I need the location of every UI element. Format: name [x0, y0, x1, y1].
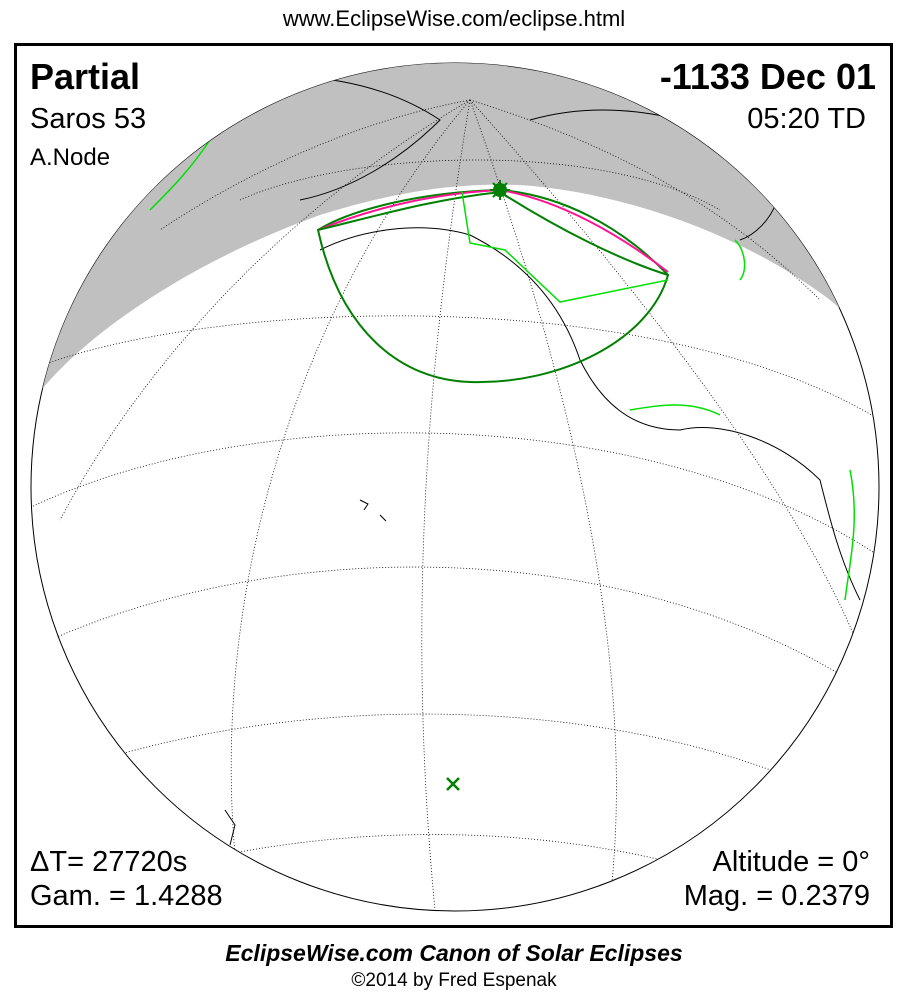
eclipse-type: Partial [30, 56, 141, 97]
eclipse-date: -1133 Dec 01 [659, 56, 876, 97]
inner-line [461, 191, 669, 303]
gamma: Gam. = 1.4288 [30, 880, 223, 912]
borders [149, 139, 856, 601]
greatest-eclipse-star-icon [490, 180, 510, 200]
altitude: Altitude = 0° [712, 846, 870, 878]
eclipse-time: 05:20 TD [747, 103, 866, 135]
node: A.Node [30, 144, 111, 171]
sub-solar-x-icon [446, 777, 460, 791]
footer-title: EclipseWise.com Canon of Solar Eclipses [225, 940, 683, 966]
graticule [31, 99, 879, 911]
magnitude: Mag. = 0.2379 [683, 880, 870, 912]
penumbra-outline [316, 188, 670, 384]
footer-copyright: ©2014 by Fred Espenak [351, 970, 557, 991]
coastlines [224, 75, 861, 846]
night-region [31, 63, 879, 420]
map-frame [14, 43, 893, 928]
delta-t: ΔT= 27720s [30, 846, 188, 878]
saros: Saros 53 [30, 103, 147, 135]
source-url: www.EclipseWise.com/eclipse.html [282, 6, 626, 31]
